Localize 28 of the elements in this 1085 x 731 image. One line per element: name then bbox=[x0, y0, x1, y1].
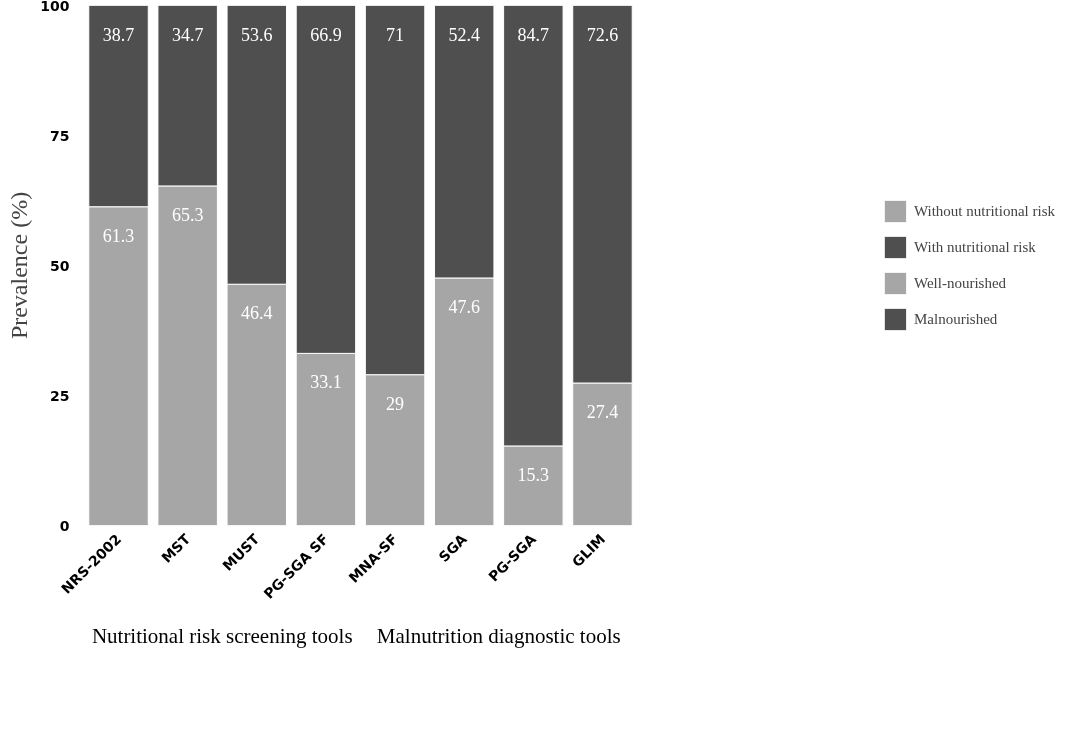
data-label: 47.6 bbox=[448, 296, 480, 317]
data-label: 34.7 bbox=[171, 24, 204, 45]
data-label: 66.9 bbox=[310, 24, 342, 45]
data-label: 15.3 bbox=[517, 464, 550, 485]
legend-label: Malnourished bbox=[913, 310, 998, 328]
y-axis-title: Prevalence (%) bbox=[6, 191, 33, 340]
data-label: 72.6 bbox=[586, 24, 619, 45]
legend-label: Well-nourished bbox=[913, 274, 1007, 292]
data-label: 84.7 bbox=[517, 24, 550, 45]
text: Malnutrition diagnostic tools bbox=[376, 623, 621, 648]
data-label: 71 bbox=[386, 24, 405, 45]
y-tick-label: 25 bbox=[50, 387, 70, 404]
data-label: 29 bbox=[386, 393, 405, 414]
legend-label: Without nutritional risk bbox=[913, 202, 1056, 220]
y-tick-label: 100 bbox=[40, 0, 70, 14]
data-label: 46.4 bbox=[241, 303, 273, 324]
y-tick-label: 0 bbox=[59, 517, 70, 534]
y-tick-label: 75 bbox=[50, 127, 70, 144]
data-label: 65.3 bbox=[171, 204, 204, 225]
data-label: 52.4 bbox=[448, 24, 480, 45]
data-label: 38.7 bbox=[102, 24, 135, 45]
data-label: 33.1 bbox=[310, 372, 342, 393]
legend-label: With nutritional risk bbox=[913, 238, 1036, 256]
data-label: 53.6 bbox=[241, 24, 273, 45]
data-label: 61.3 bbox=[102, 225, 135, 246]
y-tick-label: 50 bbox=[50, 257, 70, 274]
data-label: 27.4 bbox=[586, 402, 619, 423]
text: Nutritional risk screening tools bbox=[91, 623, 353, 648]
